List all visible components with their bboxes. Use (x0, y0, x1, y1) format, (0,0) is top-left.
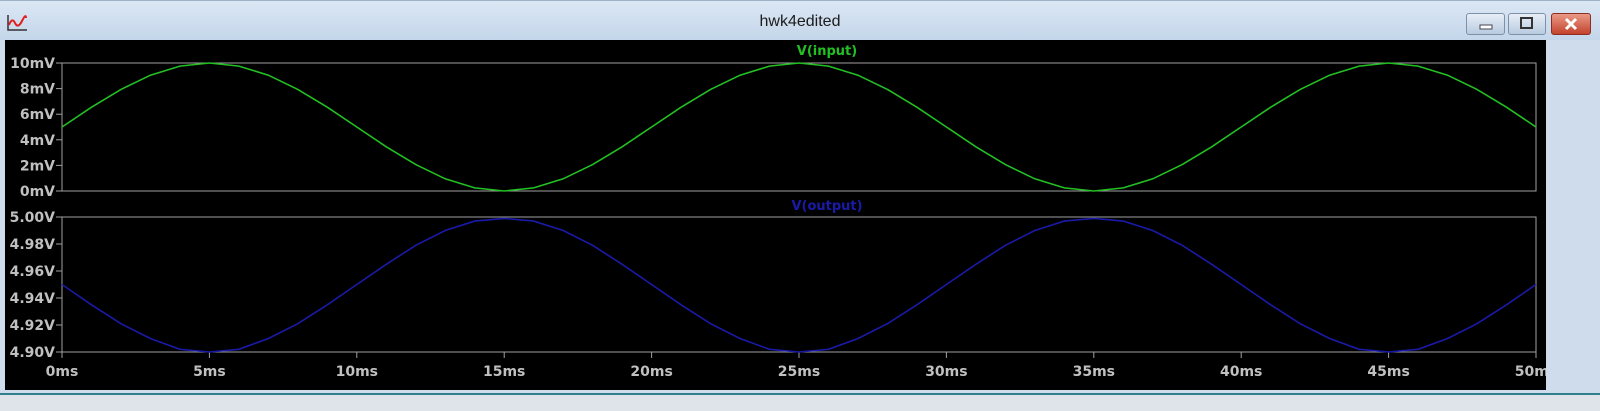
y-tick-label: 4.98V (10, 237, 56, 253)
y-tick-label: 10mV (10, 56, 55, 72)
title-bar: hwk4edited (0, 0, 1600, 40)
trace-title: V(input) (797, 44, 857, 59)
x-tick-label: 50ms (1515, 364, 1546, 380)
status-bar (0, 393, 1600, 411)
x-tick-label: 15ms (483, 364, 525, 380)
waveform-chart: V(input) 0mV 2mV 4mV 6mV 8mV 10mV V(output) 4.90… (10, 44, 1558, 380)
y-tick-label: 2mV (20, 158, 55, 174)
maximize-button[interactable] (1508, 13, 1546, 35)
maximize-icon (1520, 17, 1533, 29)
trace-voutput (61, 217, 1537, 353)
x-tick-label: 35ms (1073, 364, 1115, 380)
window-title: hwk4edited (759, 13, 841, 30)
trace-title: V(output) (791, 199, 862, 214)
y-tick-label: 0mV (20, 184, 55, 200)
x-tick-label: 30ms (925, 364, 967, 380)
trace-vinput (61, 62, 1537, 192)
x-tick-label: 0ms (46, 364, 79, 380)
y-tick-label: 4.92V (10, 318, 56, 334)
y-tick-label: 5.00V (10, 210, 56, 226)
minimize-icon (1479, 24, 1493, 30)
x-tick-label: 40ms (1220, 364, 1262, 380)
pane-1: V(output) 4.90V 4.92V 4.94V 4.96V 4.98V 5.00V 0… (10, 199, 1558, 380)
close-button[interactable] (1551, 13, 1591, 35)
y-tick-label: 6mV (20, 107, 55, 123)
pane-0: V(input) 0mV 2mV 4mV 6mV 8mV 10mV (10, 44, 1537, 200)
waveform-viewer-icon[interactable] (6, 13, 28, 33)
minimize-button[interactable] (1466, 13, 1505, 35)
y-tick-label: 8mV (20, 82, 55, 98)
y-tick-label: 4.96V (10, 264, 56, 280)
y-tick-label: 4.94V (10, 291, 56, 307)
y-tick-label: 4mV (20, 133, 55, 149)
x-tick-label: 25ms (778, 364, 820, 380)
x-tick-label: 5ms (193, 364, 226, 380)
x-tick-label: 20ms (630, 364, 672, 380)
y-tick-label: 4.90V (10, 345, 56, 361)
x-tick-label: 10ms (336, 364, 378, 380)
waveform-plot-area[interactable]: V(input) 0mV 2mV 4mV 6mV 8mV 10mV V(output) 4.90… (5, 40, 1558, 390)
x-tick-label: 45ms (1367, 364, 1409, 380)
close-icon (1564, 17, 1578, 31)
